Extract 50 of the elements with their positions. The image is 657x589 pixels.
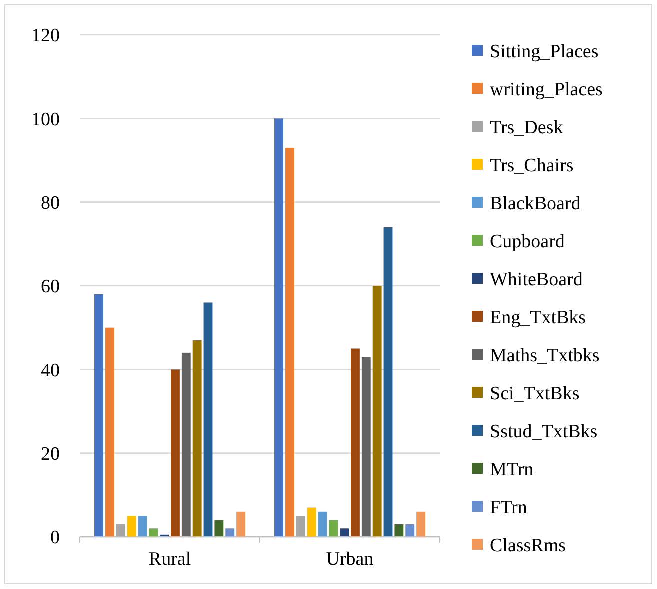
- bar: [296, 516, 306, 537]
- y-tick-label: 100: [32, 109, 60, 130]
- legend-label: BlackBoard: [490, 194, 582, 215]
- bar: [285, 148, 294, 537]
- bar: [94, 294, 104, 537]
- bar: [274, 118, 284, 537]
- bar: [192, 340, 202, 537]
- bar: [351, 348, 360, 537]
- legend-label: Maths_Txtbks: [490, 346, 600, 367]
- bar: [384, 227, 393, 537]
- bar: [127, 516, 136, 537]
- bar: [406, 524, 415, 537]
- legend-label: Cupboard: [490, 232, 566, 253]
- bar: [394, 524, 404, 537]
- y-tick-label: 0: [50, 528, 60, 549]
- bar: [182, 352, 191, 537]
- legend-label: Sstud_TxtBks: [490, 422, 598, 443]
- legend-label: Sitting_Places: [490, 42, 599, 63]
- bar: [138, 516, 148, 537]
- legend-label: Trs_Chairs: [490, 156, 574, 177]
- bar: [416, 512, 426, 537]
- bar: [307, 508, 316, 537]
- bar: [204, 302, 213, 537]
- bar: [105, 328, 114, 537]
- legend-label: FTrn: [490, 498, 528, 519]
- bar: [362, 357, 371, 537]
- y-tick-label: 40: [41, 360, 60, 382]
- bar: [214, 520, 224, 537]
- y-tick-label: 80: [41, 192, 60, 214]
- bar: [236, 512, 246, 537]
- bar: [149, 528, 158, 537]
- legend-label: Sci_TxtBks: [490, 384, 580, 405]
- y-tick-label: 120: [32, 26, 60, 47]
- x-tick-label: Rural: [148, 549, 192, 570]
- bar: [171, 370, 180, 537]
- bar: [372, 286, 382, 537]
- legend-label: ClassRms: [490, 536, 566, 557]
- legend-label: MTrn: [490, 460, 534, 481]
- bar: [340, 528, 349, 537]
- bar: [318, 512, 328, 537]
- legend-label: Eng_TxtBks: [490, 308, 586, 329]
- legend-label: WhiteBoard: [490, 270, 584, 291]
- legend-label: writing_Places: [490, 80, 603, 101]
- y-tick-label: 60: [41, 276, 60, 298]
- bar: [329, 520, 338, 537]
- bar: [116, 524, 126, 537]
- x-tick-label: Urban: [326, 549, 374, 570]
- legend-label: Trs_Desk: [490, 118, 564, 139]
- bar: [226, 528, 235, 537]
- y-tick-label: 20: [41, 444, 60, 465]
